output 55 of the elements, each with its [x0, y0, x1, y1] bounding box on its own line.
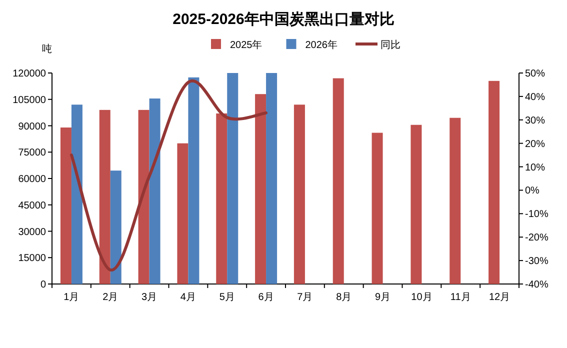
y2-tick-label: 40%	[525, 92, 546, 103]
y-tick-label: 120000	[12, 68, 46, 80]
x-tick-label: 5月	[219, 292, 235, 303]
y2-tick-label: 0%	[525, 186, 540, 197]
bar	[149, 98, 160, 284]
x-tick-label: 8月	[336, 292, 352, 303]
y-tick-label: 105000	[12, 94, 46, 106]
bar	[488, 80, 500, 284]
bar	[332, 78, 344, 284]
x-tick-label: 10月	[411, 292, 432, 303]
bar	[266, 73, 278, 284]
y-tick-label: 60000	[18, 174, 46, 185]
x-tick-label: 12月	[488, 292, 510, 303]
y-tick-label: 30000	[18, 226, 46, 238]
bar	[71, 104, 82, 284]
x-tick-label: 6月	[258, 292, 274, 303]
bar	[60, 128, 72, 284]
x-tick-label: 3月	[142, 292, 158, 303]
y2-tick-label: 30%	[525, 115, 546, 126]
bar	[188, 77, 200, 284]
bar	[110, 170, 122, 284]
bar	[410, 124, 422, 284]
bar	[255, 94, 266, 284]
bar	[216, 113, 228, 284]
bar	[99, 110, 110, 284]
y2-tick-label: 10%	[525, 162, 546, 174]
y-tick-label: 0	[40, 280, 46, 290]
chart-title: 2025-2026年中国炭黑出口量对比	[172, 11, 394, 28]
y2-tick-label: -40%	[525, 280, 548, 290]
legend-label: 同比	[380, 39, 400, 51]
x-tick-label: 4月	[180, 292, 196, 303]
x-tick-label: 7月	[297, 292, 313, 303]
y-tick-label: 45000	[18, 200, 46, 212]
x-tick-label: 2月	[102, 292, 118, 303]
y2-tick-label: -30%	[525, 256, 548, 268]
bar	[177, 143, 188, 284]
x-tick-label: 9月	[375, 292, 391, 303]
y-axis-title: 吨	[42, 43, 52, 55]
x-tick-label: 11月	[450, 292, 471, 303]
y2-tick-label: 50%	[525, 68, 546, 80]
y-tick-label: 90000	[18, 121, 46, 132]
y2-tick-label: -20%	[525, 232, 548, 244]
x-tick-label: 1月	[64, 292, 80, 303]
legend-label: 2025年	[230, 39, 262, 51]
bar	[294, 104, 305, 284]
y2-tick-label: 20%	[525, 138, 546, 150]
bar	[450, 118, 461, 284]
y2-tick-label: -10%	[525, 209, 548, 220]
y-tick-label: 15000	[18, 253, 46, 264]
bar	[227, 73, 238, 284]
y-tick-label: 75000	[18, 148, 46, 159]
bar	[372, 132, 383, 284]
line-series	[70, 80, 268, 272]
legend-label: 2026年	[305, 39, 338, 51]
bar	[138, 110, 150, 284]
